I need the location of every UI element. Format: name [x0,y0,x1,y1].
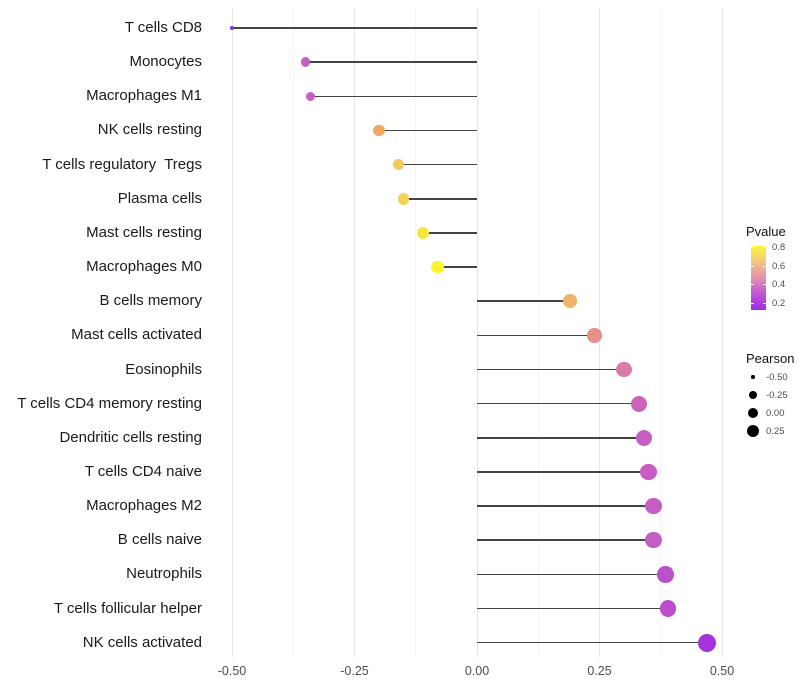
lollipop-dot [431,260,445,274]
lollipop-stem [477,573,666,576]
gridline-minor [660,8,662,657]
pearson-legend-dot [747,407,759,419]
pvalue-tickmark [763,247,766,248]
lollipop-dot [229,25,235,31]
y-axis-category-label: B cells memory [99,292,202,310]
x-axis-tick-label: 0.00 [464,664,490,678]
pvalue-tick-label: 0.8 [772,242,786,253]
pvalue-tickmark [763,265,766,267]
lollipop-dot [657,566,674,583]
y-axis-category-label: Dendritic cells resting [59,428,202,446]
lollipop-stem [232,27,477,29]
pearson-legend-label: -0.25 [766,390,788,401]
pearson-legend-label: 0.00 [766,408,785,419]
x-axis-tick-label: 0.25 [587,664,612,678]
lollipop-stem [477,437,644,439]
lollipop-dot [640,463,657,481]
pearson-legend-dot [751,375,755,379]
lollipop-dot [587,328,602,343]
lollipop-stem [310,95,477,98]
lollipop-stem [477,368,624,371]
y-axis-category-label: NK cells activated [82,633,202,651]
gridline-major [354,8,355,657]
lollipop-dot [392,158,405,171]
x-axis-tick-label: -0.50 [217,664,247,678]
pearson-legend-title: Pearson [746,351,795,366]
lollipop-dot [416,226,430,240]
lollipop-dot [698,633,717,652]
y-axis-category-label: T cells CD4 naive [84,462,202,480]
gridline-minor [537,8,539,657]
lollipop-dot [659,600,677,617]
lollipop-dot [300,57,311,67]
y-axis-category-label: Plasma cells [117,189,202,207]
lollipop-stem [398,163,477,166]
lollipop-stem [477,505,654,507]
gridline-major [721,8,723,657]
lollipop-dot [397,192,410,205]
pvalue-tickmark [763,284,766,286]
x-axis-tick-label: -0.25 [340,664,369,678]
lollipop-stem [423,232,477,234]
pvalue-tick-label: 0.4 [772,279,786,291]
lollipop-dot [630,395,647,412]
lollipop-stem [477,607,669,610]
pvalue-tick-label: 0.6 [772,260,786,272]
y-axis-category-label: T cells CD4 memory resting [17,394,202,412]
pvalue-tickmark [751,247,754,248]
y-axis-category-label: Mast cells activated [71,326,202,344]
lollipop-stem [477,300,571,302]
lollipop-stem [477,539,654,542]
lollipop-stem [477,641,708,644]
lollipop-stem [437,266,477,268]
y-axis-category-label: Macrophages M1 [86,87,202,105]
y-axis-category-label: Macrophages M0 [86,258,202,276]
gridline-major [476,8,478,657]
lollipop-dot [645,532,662,549]
y-axis-category-label: T cells follicular helper [53,599,202,617]
lollipop-stem [477,334,595,337]
pvalue-legend-title: Pvalue [746,224,786,239]
pvalue-colorbar [751,246,766,310]
pvalue-tickmark [751,265,754,267]
lollipop-dot [616,361,632,378]
pearson-legend-label: -0.50 [766,372,788,383]
lollipop-stem [403,197,477,200]
lollipop-dot [373,124,385,137]
y-axis-category-label: B cells naive [117,531,202,549]
y-axis-category-label: Macrophages M2 [86,497,202,515]
lollipop-dot [645,497,662,515]
pvalue-tickmark [751,303,754,305]
y-axis-category-label: Monocytes [129,53,202,71]
y-axis-category-label: Neutrophils [126,565,202,583]
lollipop-dot [305,91,316,101]
x-axis-tick-label: 0.50 [709,664,735,678]
gridline-major [231,8,233,657]
lollipop-dot [563,294,577,308]
y-axis-category-label: T cells regulatory Tregs [42,155,202,173]
lollipop-dot [635,429,652,446]
pearson-legend-label: 0.25 [766,426,785,437]
y-axis-category-label: T cells CD8 [124,19,202,36]
pvalue-tickmark [763,303,766,305]
gridline-minor [415,8,417,657]
pvalue-tick-label: 0.2 [772,298,786,310]
y-axis-category-label: NK cells resting [97,121,202,139]
pearson-legend-dot [746,424,760,438]
pvalue-tickmark [751,284,754,286]
lollipop-stem [379,129,477,132]
lollipop-stem [477,402,639,405]
lollipop-stem [477,471,649,473]
y-axis-category-label: Eosinophils [125,360,202,378]
y-axis-category-label: Mast cells resting [86,223,202,241]
lollipop-stem [305,61,477,63]
gridline-minor [292,8,294,657]
pearson-legend-dot [748,390,758,400]
